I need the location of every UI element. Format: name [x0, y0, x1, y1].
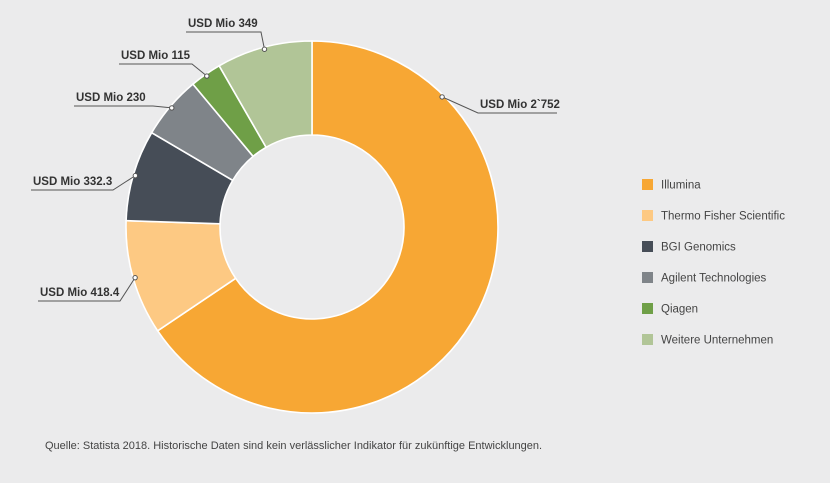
callout-line-weitere-unternehmen	[186, 31, 265, 50]
legend-item-bgi-genomics: BGI Genomics	[642, 241, 736, 254]
callout-dot-weitere-unternehmen	[261, 46, 268, 52]
legend: Illumina Thermo Fisher Scientific BGI Geno…	[642, 179, 785, 347]
source-note: Quelle: Statista 2018. Historische Daten…	[45, 440, 543, 452]
callout-dot-thermo-fisher-scientific	[132, 274, 138, 281]
callout-dot-agilent-technologies	[169, 105, 175, 111]
legend-swatch-qiagen	[642, 303, 653, 314]
legend-label-thermo-fisher-scientific: Thermo Fisher Scientific	[661, 211, 785, 223]
data-label-qiagen: USD Mio 115	[121, 50, 191, 62]
legend-label-bgi-genomics: BGI Genomics	[661, 242, 736, 254]
callout-dot-qiagen	[204, 73, 210, 79]
legend-item-illumina: Illumina	[642, 179, 701, 192]
callout-dot-bgi-genomics	[132, 172, 139, 179]
legend-swatch-weitere-unternehmen	[642, 334, 653, 345]
legend-item-qiagen: Qiagen	[642, 303, 698, 316]
callout-labels: USD Mio 2`752 USD Mio 418.4 USD Mio 332.3 U…	[31, 18, 560, 302]
legend-label-weitere-unternehmen: Weitere Unternehmen	[661, 335, 773, 347]
legend-swatch-illumina	[642, 179, 653, 190]
data-label-weitere-unternehmen: USD Mio 349	[188, 18, 258, 30]
callout-line-qiagen	[119, 63, 208, 77]
data-label-thermo-fisher-scientific: USD Mio 418.4	[40, 287, 120, 299]
legend-label-illumina: Illumina	[661, 180, 701, 192]
legend-swatch-thermo-fisher-scientific	[642, 210, 653, 221]
callout-line-illumina	[441, 96, 557, 114]
callout-line-thermo-fisher-scientific	[38, 277, 136, 302]
data-label-bgi-genomics: USD Mio 332.3	[33, 176, 112, 188]
legend-swatch-bgi-genomics	[642, 241, 653, 252]
callout-line-agilent-technologies	[74, 105, 172, 109]
legend-swatch-agilent-technologies	[642, 272, 653, 283]
data-label-agilent-technologies: USD Mio 230	[76, 92, 146, 104]
legend-label-agilent-technologies: Agilent Technologies	[661, 273, 767, 285]
legend-item-weitere-unternehmen: Weitere Unternehmen	[642, 334, 773, 347]
slice-illumina	[156, 40, 499, 414]
callout-line-bgi-genomics	[31, 175, 136, 191]
slice-weitere-unternehmen	[218, 40, 313, 149]
legend-item-thermo-fisher-scientific: Thermo Fisher Scientific	[642, 210, 785, 223]
data-label-illumina: USD Mio 2`752	[480, 99, 560, 111]
donut-slices	[125, 40, 499, 414]
legend-item-agilent-technologies: Agilent Technologies	[642, 272, 767, 285]
legend-label-qiagen: Qiagen	[661, 304, 698, 316]
callout-dot-illumina	[439, 94, 445, 100]
